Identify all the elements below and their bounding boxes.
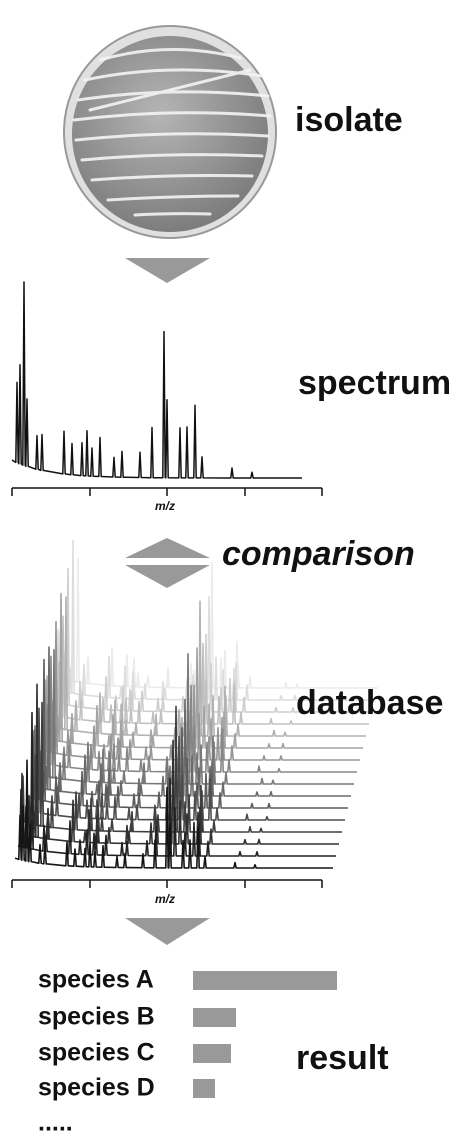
axis-label: m/z — [155, 499, 175, 513]
spectrum-plot — [11, 281, 302, 479]
step-label: comparison — [222, 535, 415, 573]
more-label: ..... — [38, 1109, 73, 1137]
spectrum-trace — [14, 759, 333, 869]
species-label: species C — [38, 1039, 155, 1067]
spectrum-trace — [38, 655, 357, 773]
spectrum-trace — [57, 557, 378, 689]
score-bar — [193, 971, 337, 990]
step-label: database — [296, 684, 443, 722]
spectrum-trace — [50, 615, 369, 725]
score-bar — [193, 1044, 231, 1063]
score-bar — [193, 1079, 215, 1098]
x-axis — [11, 487, 323, 496]
arrow-up — [125, 538, 210, 558]
spectrum-trace — [11, 281, 302, 479]
petri-dish — [63, 25, 277, 239]
spectrum-trace — [26, 707, 345, 821]
database-plot — [14, 539, 378, 869]
score-bar — [193, 1008, 236, 1027]
arrow-down — [125, 258, 210, 283]
x-axis — [11, 879, 323, 888]
species-label: species A — [38, 966, 154, 994]
species-label: species D — [38, 1074, 155, 1102]
step-label: result — [296, 1039, 389, 1077]
step-label: isolate — [295, 101, 403, 139]
arrow-down — [125, 565, 210, 588]
axis-label: m/z — [155, 892, 175, 906]
step-label: spectrum — [298, 364, 451, 402]
species-label: species B — [38, 1003, 155, 1031]
arrow-down — [125, 918, 210, 945]
